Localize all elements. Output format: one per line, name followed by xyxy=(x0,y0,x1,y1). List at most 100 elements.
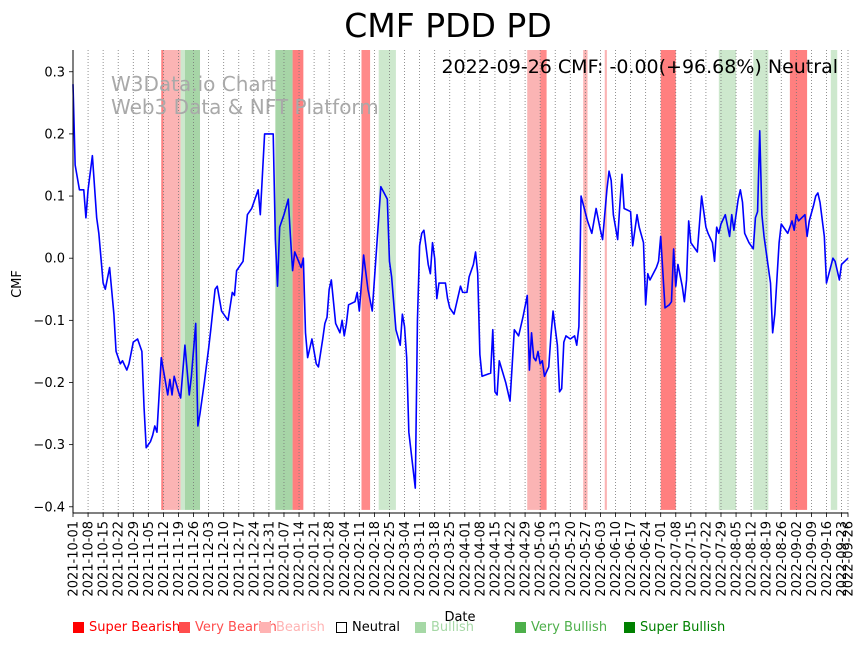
x-tick-label: 2022-01-28 xyxy=(323,521,338,597)
x-tick-label: 2022-01-14 xyxy=(293,521,308,597)
x-tick-label: 2022-04-01 xyxy=(458,521,473,597)
legend-label: Super Bullish xyxy=(640,620,726,635)
x-tick-label: 2022-09-16 xyxy=(820,521,835,597)
x-tick-label: 2022-01-21 xyxy=(308,521,323,597)
x-axis-ticks: 2021-10-01 2021-10-08 2021-10-15 2021-10-22… xyxy=(67,513,857,597)
x-tick-label: 2022-06-24 xyxy=(639,521,654,597)
x-axis-label: Date xyxy=(444,610,475,625)
legend-label: Very Bearish xyxy=(195,620,277,635)
x-tick-label: 2021-12-24 xyxy=(247,521,262,597)
axes xyxy=(72,50,848,514)
legend-item: Bullish xyxy=(415,620,474,635)
x-tick-label: 2022-08-26 xyxy=(775,521,790,597)
legend-label: Very Bullish xyxy=(531,620,608,635)
legend-label: Bullish xyxy=(431,620,475,635)
x-tick-label: 2022-05-13 xyxy=(549,521,564,597)
x-tick-label: 2022-05-27 xyxy=(579,521,594,597)
band-very-bearish xyxy=(361,50,371,510)
x-tick-label: 2022-06-17 xyxy=(624,521,639,597)
x-tick-label: 2022-03-04 xyxy=(398,521,413,597)
x-tick-label: 2022-03-18 xyxy=(428,521,443,597)
x-tick-label: 2022-03-11 xyxy=(413,521,428,597)
x-tick-label: 2021-11-19 xyxy=(172,521,187,597)
band-bearish xyxy=(604,50,607,510)
x-tick-label: 2022-02-18 xyxy=(368,521,383,597)
watermark-line-1: W3Data.io Chart xyxy=(111,72,277,96)
y-tick-label: −0.2 xyxy=(33,376,65,391)
series-layer xyxy=(72,84,849,489)
y-tick-label: 0.1 xyxy=(44,190,65,205)
band-bearish xyxy=(583,50,588,510)
x-tick-label: 2022-04-22 xyxy=(504,521,519,597)
x-tick-label: 2022-03-25 xyxy=(443,521,458,597)
legend-label: Bearish xyxy=(276,620,325,635)
band-bullish xyxy=(180,50,185,510)
x-tick-label: 2021-10-08 xyxy=(82,521,97,597)
x-tick-label: 2021-12-31 xyxy=(262,521,277,597)
y-axis-ticks: −0.4 −0.3 −0.2 −0.1 0.0 0.1 0.2 0.3 xyxy=(33,65,73,515)
y-tick-label: 0.2 xyxy=(44,127,65,142)
x-tick-label: 2022-07-01 xyxy=(654,521,669,597)
y-tick-label: −0.4 xyxy=(33,500,65,515)
band-bullish xyxy=(830,50,838,510)
x-tick-label: 2022-07-08 xyxy=(669,521,684,597)
legend-item: Very Bearish xyxy=(179,620,277,635)
legend-label: Super Bearish xyxy=(89,620,181,635)
x-tick-label: 2022-02-04 xyxy=(338,521,353,597)
x-tick-label: 2022-07-15 xyxy=(684,521,699,597)
band-very-bullish xyxy=(275,50,293,510)
signal-bands xyxy=(161,50,838,510)
band-bearish xyxy=(527,50,541,510)
y-tick-label: 0.3 xyxy=(44,65,65,80)
x-tick-label: 2022-02-25 xyxy=(383,521,398,597)
legend-item: Super Bearish xyxy=(73,620,180,635)
band-bullish xyxy=(753,50,769,510)
series-line-cmf xyxy=(72,84,849,489)
x-tick-label: 2021-12-10 xyxy=(217,521,232,597)
band-bullish xyxy=(378,50,396,510)
x-tick-label: 2022-01-07 xyxy=(277,521,292,597)
legend-item: Very Bullish xyxy=(515,620,607,635)
y-tick-label: −0.3 xyxy=(33,438,65,453)
legend-swatch xyxy=(179,622,190,633)
x-tick-label: 2022-05-06 xyxy=(534,521,549,597)
status-annotation: 2022-09-26 CMF: -0.00(+96.68%) Neutral xyxy=(441,56,838,78)
x-tick-label: 2022-09-02 xyxy=(790,521,805,597)
legend-swatch xyxy=(515,622,526,633)
x-tick-label: 2021-11-12 xyxy=(157,521,172,597)
legend-item: Super Bullish xyxy=(624,620,725,635)
legend-swatch xyxy=(73,622,84,633)
x-tick-label: 2022-06-03 xyxy=(594,521,609,597)
band-super-bearish xyxy=(789,50,808,510)
band-super-bearish xyxy=(161,50,164,510)
x-tick-label: 2022-04-15 xyxy=(488,521,503,597)
watermark-line-2: Web3 Data & NFT Platform xyxy=(111,95,379,119)
x-tick-label: 2022-05-20 xyxy=(564,521,579,597)
x-tick-label: 2021-10-15 xyxy=(97,521,112,597)
x-tick-label: 2022-02-11 xyxy=(353,521,368,597)
x-tick-label: 2022-08-12 xyxy=(745,521,760,597)
x-tick-label: 2022-09-23 xyxy=(835,521,850,597)
legend-swatch xyxy=(624,622,635,633)
legend-swatch xyxy=(336,622,347,633)
x-tick-label: 2021-10-01 xyxy=(67,521,82,597)
x-tick-label: 2021-11-26 xyxy=(187,521,202,597)
band-very-bearish xyxy=(540,50,547,510)
x-tick-label: 2021-12-03 xyxy=(202,521,217,597)
legend-item: Bearish xyxy=(260,620,325,635)
x-tick-label: 2022-06-10 xyxy=(609,521,624,597)
chart-title: CMF PDD PD xyxy=(344,6,552,45)
x-tick-label: 2021-10-22 xyxy=(112,521,127,597)
legend-swatch xyxy=(415,622,426,633)
band-super-bearish xyxy=(660,50,676,510)
x-tick-label: 2022-08-05 xyxy=(730,521,745,597)
x-tick-label: 2022-04-29 xyxy=(519,521,534,597)
y-axis-label: CMF xyxy=(10,270,25,298)
x-tick-label: 2022-09-26 xyxy=(842,521,857,597)
x-tick-label: 2022-07-22 xyxy=(699,521,714,597)
y-tick-label: 0.0 xyxy=(44,252,65,267)
legend-swatch xyxy=(260,622,271,633)
legend-item: Neutral xyxy=(336,620,400,635)
legend-label: Neutral xyxy=(352,620,400,635)
